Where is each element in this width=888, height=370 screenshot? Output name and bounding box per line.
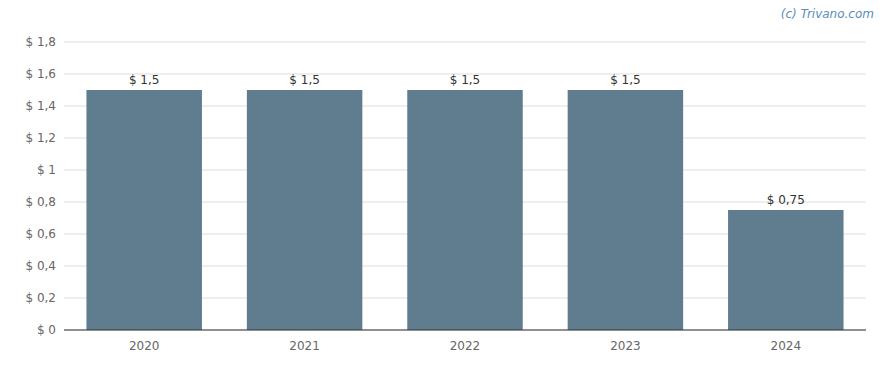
x-tick-label: 2023 (610, 339, 641, 353)
y-tick-label: $ 0,6 (25, 227, 56, 241)
x-tick-label: 2024 (771, 339, 802, 353)
bars (86, 90, 843, 330)
y-tick-label: $ 1 (37, 163, 56, 177)
x-axis-line (64, 330, 866, 331)
bar (86, 90, 201, 330)
y-tick-label: $ 1,4 (25, 99, 56, 113)
y-tick-label: $ 1,2 (25, 131, 56, 145)
y-grid (64, 42, 866, 330)
chart-svg: $ 0 $ 0,2 $ 0,4 $ 0,6 $ 0,8 $ 1 $ 1,2 $ 1,4 $ 1,… (0, 0, 888, 370)
data-label: $ 1,5 (610, 73, 641, 87)
y-axis: $ 0 $ 0,2 $ 0,4 $ 0,6 $ 0,8 $ 1 $ 1,2 $ 1,4 $ 1,… (25, 35, 56, 337)
data-label: $ 1,5 (129, 73, 160, 87)
x-tick-label: 2021 (289, 339, 320, 353)
data-label: $ 1,5 (450, 73, 481, 87)
bar (407, 90, 522, 330)
chart-container: $ 0 $ 0,2 $ 0,4 $ 0,6 $ 0,8 $ 1 $ 1,2 $ 1,4 $ 1,… (0, 0, 888, 370)
data-label: $ 1,5 (289, 73, 320, 87)
grid-line (64, 42, 866, 43)
watermark: (c) Trivano.com (781, 7, 874, 21)
bar (728, 210, 843, 330)
x-axis: 2020 2021 2022 2023 2024 (129, 339, 801, 353)
y-tick-label: $ 0,4 (25, 259, 56, 273)
grid-line (64, 330, 866, 331)
data-labels: $ 1,5 $ 1,5 $ 1,5 $ 1,5 $ 0,75 (129, 73, 805, 207)
x-tick-label: 2022 (450, 339, 481, 353)
y-tick-label: $ 0,2 (25, 291, 56, 305)
y-tick-label: $ 1,6 (25, 67, 56, 81)
x-tick-label: 2020 (129, 339, 160, 353)
bar (568, 90, 683, 330)
y-tick-label: $ 1,8 (25, 35, 56, 49)
y-tick-label: $ 0,8 (25, 195, 56, 209)
bar (247, 90, 362, 330)
y-tick-label: $ 0 (37, 323, 56, 337)
data-label: $ 0,75 (767, 193, 805, 207)
